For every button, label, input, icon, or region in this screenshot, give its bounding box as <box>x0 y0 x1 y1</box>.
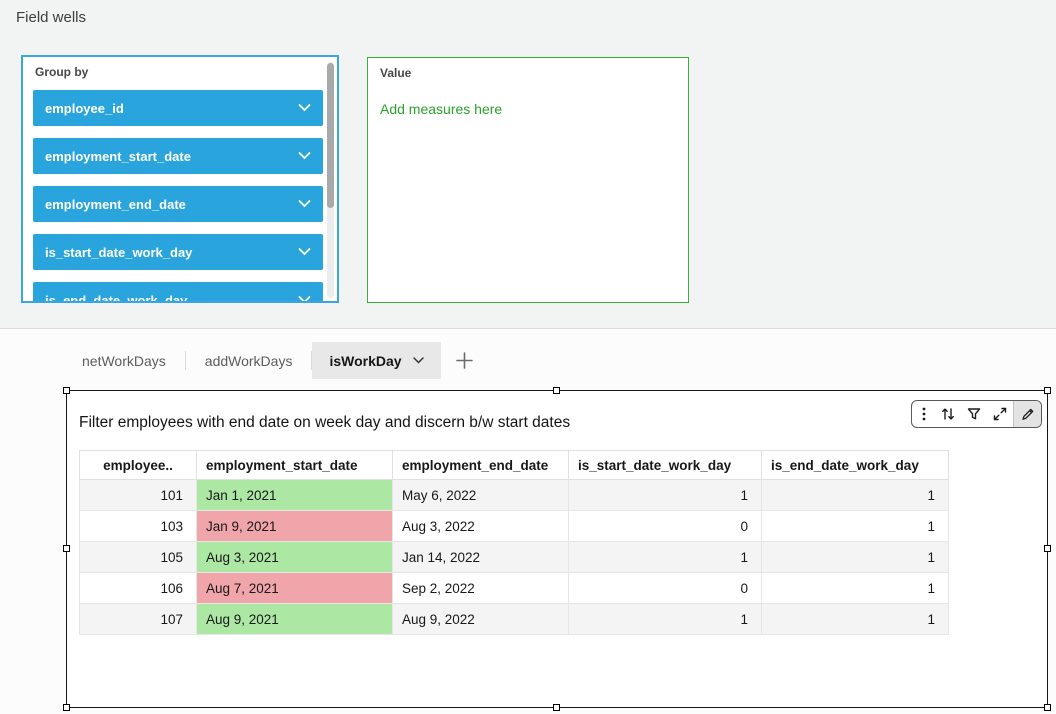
table-header-row: employee.. employment_start_date employm… <box>79 450 949 480</box>
cell-is-start-date-work-day: 0 <box>568 572 762 604</box>
cell-employment-start-date: Jan 9, 2021 <box>196 510 393 542</box>
sheet-tab-addworkdays[interactable]: addWorkDays <box>186 342 312 379</box>
sheet-tab-networkdays[interactable]: netWorkDays <box>63 342 185 379</box>
column-header-employee-id[interactable]: employee.. <box>79 450 197 480</box>
field-pill-employment-start-date[interactable]: employment_start_date <box>33 138 323 174</box>
selection-handle[interactable] <box>63 387 70 394</box>
value-well[interactable]: Value Add measures here <box>367 57 689 303</box>
field-pill-label: employment_start_date <box>45 148 191 164</box>
cell-is-start-date-work-day: 0 <box>568 510 762 542</box>
scrollbar-track[interactable] <box>327 62 334 298</box>
maximize-icon <box>992 406 1008 422</box>
cell-employment-start-date: Aug 9, 2021 <box>196 603 393 635</box>
selection-handle[interactable] <box>1044 387 1051 394</box>
cell-employment-end-date: Jan 14, 2022 <box>392 541 569 573</box>
selection-handle[interactable] <box>1044 545 1051 552</box>
add-measures-placeholder: Add measures here <box>380 101 503 117</box>
chevron-down-icon[interactable] <box>298 104 311 112</box>
filter-icon <box>966 406 982 422</box>
visual-card[interactable]: Filter employees with end date on week d… <box>63 387 1051 711</box>
field-pill-is-start-date-work-day[interactable]: is_start_date_work_day <box>33 234 323 270</box>
tab-separator <box>311 351 313 370</box>
chevron-down-icon[interactable] <box>412 357 424 364</box>
table-row: 101 Jan 1, 2021 May 6, 2022 1 1 <box>79 479 949 511</box>
value-label: Value <box>380 66 412 80</box>
maximize-button[interactable] <box>987 401 1013 427</box>
selection-handle[interactable] <box>1044 704 1051 711</box>
field-pill-label: employment_end_date <box>45 196 186 212</box>
tab-separator <box>184 351 186 370</box>
swap-arrows-icon <box>940 406 956 422</box>
sheet-tab-label: isWorkDay <box>329 352 402 369</box>
cell-is-end-date-work-day: 1 <box>761 541 949 573</box>
edit-button[interactable] <box>1013 401 1041 427</box>
cell-is-end-date-work-day: 1 <box>761 572 949 604</box>
swap-button[interactable] <box>935 401 961 427</box>
selection-handle[interactable] <box>553 387 560 394</box>
chevron-down-icon[interactable] <box>298 200 311 208</box>
cell-employment-start-date: Aug 7, 2021 <box>196 572 393 604</box>
cell-employment-end-date: Sep 2, 2022 <box>392 572 569 604</box>
pencil-icon <box>1020 406 1036 422</box>
selection-handle[interactable] <box>553 704 560 711</box>
cell-employment-start-date: Aug 3, 2021 <box>196 541 393 573</box>
filter-button[interactable] <box>961 401 987 427</box>
visual-title: Filter employees with end date on week d… <box>79 414 571 431</box>
cell-employment-end-date: Aug 3, 2022 <box>392 510 569 542</box>
cell-employee-id: 107 <box>79 603 197 635</box>
group-by-label: Group by <box>35 65 89 79</box>
cell-employee-id: 101 <box>79 479 197 511</box>
field-pill-label: employee_id <box>45 100 124 116</box>
sheet-tabbar: netWorkDays addWorkDays isWorkDay <box>63 342 488 379</box>
field-wells-title: Field wells <box>16 9 87 26</box>
cell-employee-id: 105 <box>79 541 197 573</box>
table-row: 106 Aug 7, 2021 Sep 2, 2022 0 1 <box>79 572 949 604</box>
cell-is-start-date-work-day: 1 <box>568 479 762 511</box>
field-pill-employment-end-date[interactable]: employment_end_date <box>33 186 323 222</box>
column-header-is-start-date-work-day[interactable]: is_start_date_work_day <box>568 450 762 480</box>
field-pill-label: is_end_date_work_day <box>45 292 188 303</box>
chevron-down-icon[interactable] <box>298 296 311 301</box>
cell-employment-start-date: Jan 1, 2021 <box>196 479 393 511</box>
field-pill-employee-id[interactable]: employee_id <box>33 90 323 126</box>
cell-employment-end-date: May 6, 2022 <box>392 479 569 511</box>
column-header-is-end-date-work-day[interactable]: is_end_date_work_day <box>761 450 949 480</box>
chevron-down-icon[interactable] <box>298 248 311 256</box>
sheet-tab-label: netWorkDays <box>82 352 166 369</box>
chevron-down-icon[interactable] <box>298 152 311 160</box>
table-row: 107 Aug 9, 2021 Aug 9, 2022 1 1 <box>79 603 949 635</box>
group-by-well[interactable]: Group by employee_id employment_start_da… <box>21 55 339 303</box>
selection-handle[interactable] <box>63 545 70 552</box>
table-row: 105 Aug 3, 2021 Jan 14, 2022 1 1 <box>79 541 949 573</box>
menu-button[interactable] <box>912 401 935 427</box>
group-by-pills: employee_id employment_start_date employ… <box>33 90 323 303</box>
kebab-menu-icon <box>916 406 932 422</box>
cell-is-start-date-work-day: 1 <box>568 603 762 635</box>
cell-is-end-date-work-day: 1 <box>761 510 949 542</box>
data-table: employee.. employment_start_date employm… <box>79 450 949 635</box>
visual-toolbar <box>911 400 1042 428</box>
sheet-tab-label: addWorkDays <box>204 352 293 369</box>
sheet-area: netWorkDays addWorkDays isWorkDay Filter… <box>0 328 1056 714</box>
field-pill-label: is_start_date_work_day <box>45 244 193 260</box>
column-header-employment-start-date[interactable]: employment_start_date <box>196 450 393 480</box>
table-row: 103 Jan 9, 2021 Aug 3, 2022 0 1 <box>79 510 949 542</box>
cell-employment-end-date: Aug 9, 2022 <box>392 603 569 635</box>
sheet-tab-isworkday[interactable]: isWorkDay <box>312 342 441 379</box>
add-sheet-button[interactable] <box>441 342 488 379</box>
column-header-employment-end-date[interactable]: employment_end_date <box>392 450 569 480</box>
cell-is-start-date-work-day: 1 <box>568 541 762 573</box>
cell-is-end-date-work-day: 1 <box>761 479 949 511</box>
field-pill-is-end-date-work-day[interactable]: is_end_date_work_day <box>33 282 323 303</box>
scrollbar-thumb[interactable] <box>327 63 334 208</box>
cell-is-end-date-work-day: 1 <box>761 603 949 635</box>
selection-handle[interactable] <box>63 704 70 711</box>
cell-employee-id: 103 <box>79 510 197 542</box>
cell-employee-id: 106 <box>79 572 197 604</box>
plus-icon <box>455 351 474 370</box>
